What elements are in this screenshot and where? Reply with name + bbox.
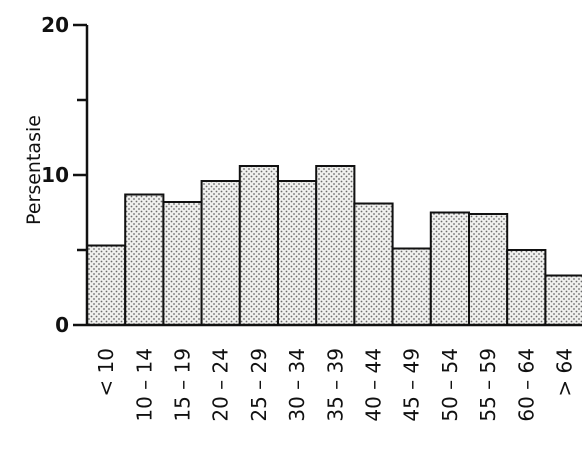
y-axis-label: Persentasie <box>23 115 45 225</box>
x-tick-label: 40 – 44 <box>362 348 386 422</box>
bar-4 <box>200 180 241 326</box>
x-tick-label: 60 – 64 <box>514 348 538 422</box>
bar-11 <box>468 213 509 326</box>
y-axis: 0 10 20 <box>41 13 89 337</box>
bar-3 <box>162 201 203 326</box>
x-tick-label: 35 – 39 <box>323 348 347 422</box>
x-tick-label: 50 – 54 <box>438 348 462 422</box>
bar-1 <box>86 244 127 326</box>
bar-9 <box>391 247 432 326</box>
x-tick-label: 15 – 19 <box>171 348 195 422</box>
x-tick-label: 45 – 49 <box>400 348 424 422</box>
bar-8 <box>353 202 394 326</box>
bars-group <box>86 165 582 326</box>
y-tick-label: 20 <box>41 13 69 37</box>
x-tick-label: > 64 <box>553 348 577 397</box>
bar-7 <box>315 165 356 326</box>
bar-5 <box>238 165 280 326</box>
bar-13 <box>544 274 582 326</box>
bar-10 <box>429 211 470 326</box>
x-tick-label: < 10 <box>94 348 118 397</box>
bar-6 <box>277 180 318 326</box>
bar-2 <box>124 193 165 326</box>
y-tick-label: 0 <box>55 313 69 337</box>
x-tick-label: 20 – 24 <box>209 348 233 422</box>
x-tick-label: 10 – 14 <box>132 348 156 422</box>
y-tick-label: 10 <box>41 163 69 187</box>
x-tick-label: 25 – 29 <box>247 348 271 422</box>
x-tick-label: 30 – 34 <box>285 348 309 422</box>
x-axis: < 10 10 – 14 15 – 19 20 – 24 25 – 29 30 – 34 3… <box>87 323 582 422</box>
bar-12 <box>506 249 547 326</box>
x-tick-label: 55 – 59 <box>476 348 500 422</box>
